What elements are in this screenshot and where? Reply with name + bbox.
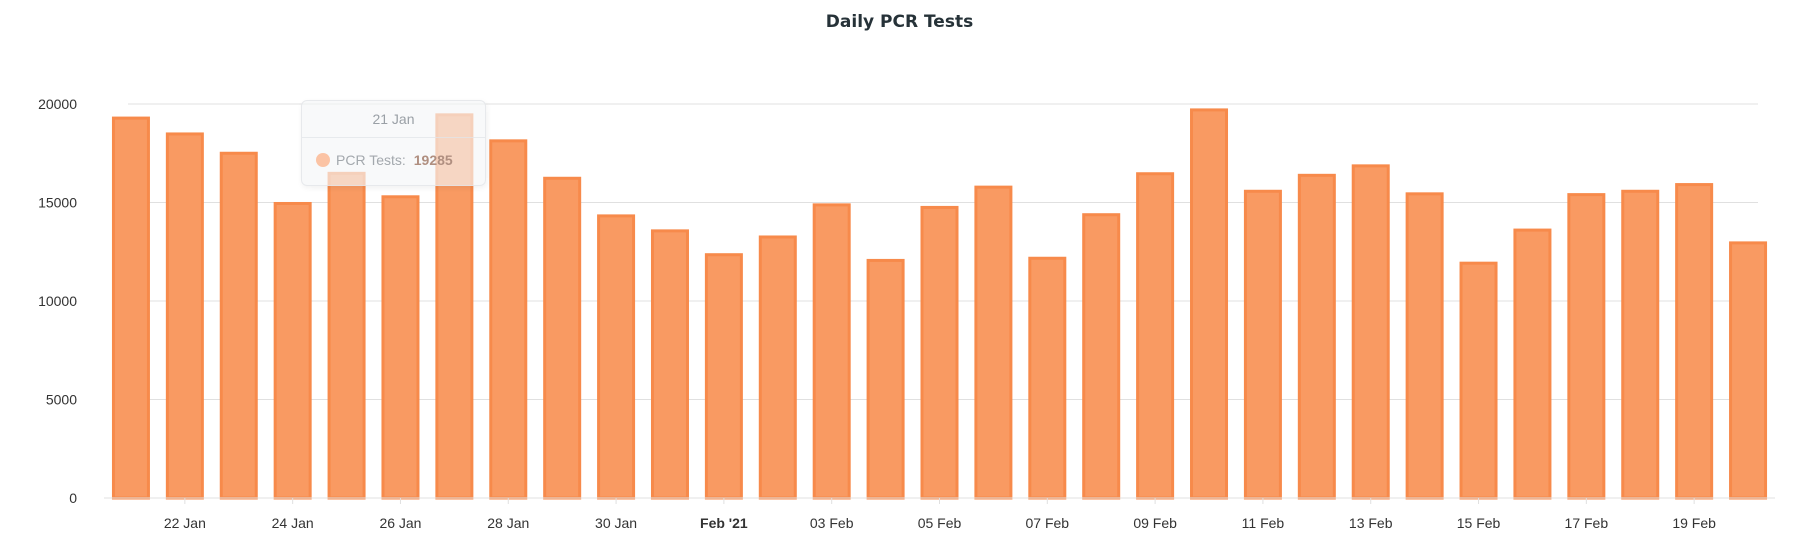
tooltip-title: 21 Jan bbox=[302, 101, 485, 138]
x-tick-label: 03 Feb bbox=[810, 515, 854, 531]
bar[interactable] bbox=[489, 139, 528, 500]
x-tick-label: 24 Jan bbox=[272, 515, 314, 531]
x-axis: 22 Jan 24 Jan 26 Jan 28 Jan 30 Jan Feb '21 03 … bbox=[104, 497, 1775, 531]
x-tick-label: Feb '21 bbox=[700, 515, 748, 531]
y-tick-label: 0 bbox=[69, 490, 77, 506]
series-marker-icon bbox=[316, 153, 330, 167]
bar[interactable] bbox=[543, 176, 582, 500]
tooltip-value: 19285 bbox=[413, 152, 453, 168]
tooltip-label: PCR Tests: bbox=[336, 152, 406, 168]
x-tick-label: 13 Feb bbox=[1349, 515, 1393, 531]
bar[interactable] bbox=[165, 132, 204, 500]
y-tick-label: 10000 bbox=[38, 293, 77, 309]
bar[interactable] bbox=[111, 116, 150, 500]
x-tick-label: 11 Feb bbox=[1242, 515, 1285, 531]
x-tick-label: 07 Feb bbox=[1026, 515, 1070, 531]
bar[interactable] bbox=[273, 201, 312, 500]
bar[interactable] bbox=[1621, 189, 1660, 500]
bar[interactable] bbox=[1729, 241, 1768, 500]
x-tick-label: 30 Jan bbox=[595, 515, 637, 531]
bar[interactable] bbox=[866, 258, 905, 500]
bar[interactable] bbox=[920, 205, 959, 500]
bar[interactable] bbox=[1405, 192, 1444, 500]
bar[interactable] bbox=[704, 253, 743, 500]
x-tick-label: 19 Feb bbox=[1672, 515, 1716, 531]
bar[interactable] bbox=[1675, 183, 1714, 500]
y-axis: 0 5000 10000 15000 20000 bbox=[38, 96, 77, 506]
bar[interactable] bbox=[812, 203, 851, 500]
bar[interactable] bbox=[1567, 193, 1606, 500]
x-tick-label: 28 Jan bbox=[487, 515, 529, 531]
bar[interactable] bbox=[1297, 173, 1336, 500]
tooltip: 21 Jan PCR Tests: 19285 bbox=[301, 100, 486, 186]
bar[interactable] bbox=[1136, 172, 1175, 500]
y-tick-label: 20000 bbox=[38, 96, 77, 112]
bar[interactable] bbox=[1351, 164, 1390, 500]
tooltip-row: PCR Tests: 19285 bbox=[302, 138, 485, 168]
y-tick-label: 15000 bbox=[38, 195, 77, 211]
bar[interactable] bbox=[650, 229, 689, 500]
bar[interactable] bbox=[327, 171, 366, 500]
x-tick-label: 22 Jan bbox=[164, 515, 206, 531]
bar[interactable] bbox=[1513, 228, 1552, 500]
bar[interactable] bbox=[1459, 261, 1498, 500]
bar[interactable] bbox=[974, 185, 1013, 500]
bar[interactable] bbox=[1243, 189, 1282, 500]
bar[interactable] bbox=[1028, 256, 1067, 500]
bar[interactable] bbox=[1082, 213, 1121, 500]
bar[interactable] bbox=[597, 214, 636, 500]
chart-title: Daily PCR Tests bbox=[825, 12, 974, 32]
bar[interactable] bbox=[758, 235, 797, 500]
x-tick-label: 09 Feb bbox=[1133, 515, 1177, 531]
x-tick-label: 26 Jan bbox=[379, 515, 421, 531]
bar[interactable] bbox=[381, 195, 420, 500]
bar[interactable] bbox=[1190, 108, 1229, 500]
y-tick-label: 5000 bbox=[46, 392, 77, 408]
x-tick-label: 15 Feb bbox=[1457, 515, 1501, 531]
x-tick-label: 05 Feb bbox=[918, 515, 962, 531]
bar[interactable] bbox=[219, 151, 258, 500]
x-tick-label: 17 Feb bbox=[1565, 515, 1609, 531]
